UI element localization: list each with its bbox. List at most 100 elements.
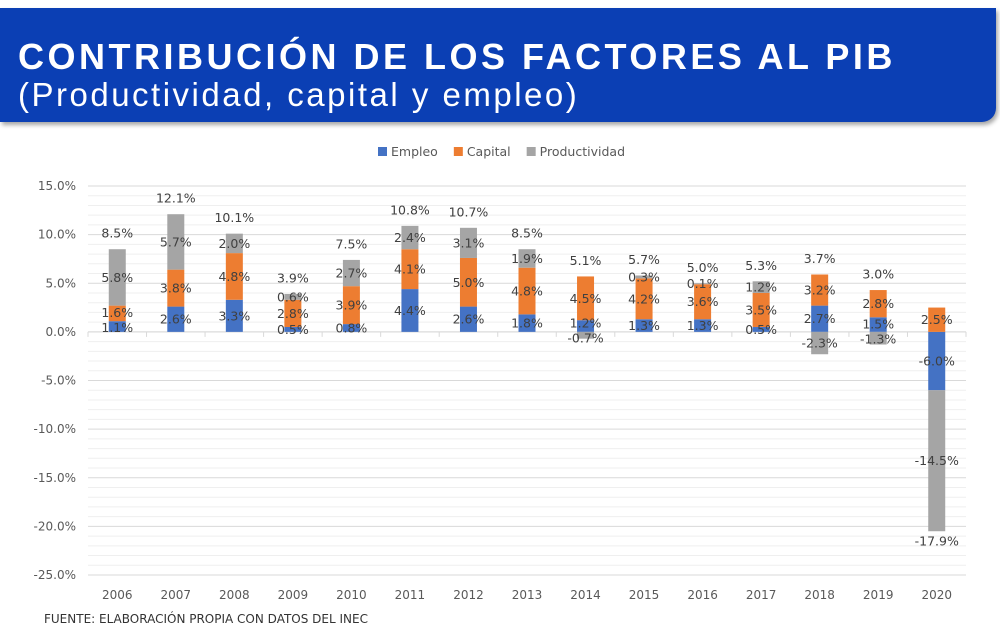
x-tick-label: 2019 — [863, 588, 894, 602]
bar-productividad-2017 — [752, 281, 770, 293]
data-label: 2.6% — [453, 312, 485, 327]
total-label: 12.1% — [156, 191, 196, 206]
data-label: 2.0% — [218, 236, 250, 251]
source-note: FUENTE: ELABORACIÓN PROPIA CON DATOS DEL… — [44, 612, 368, 626]
legend-swatch-productividad — [526, 147, 536, 156]
y-tick-label: -20.0% — [34, 519, 76, 533]
data-label: 1.6% — [101, 305, 133, 320]
data-label: 2.7% — [804, 311, 836, 326]
data-label: 0.6% — [277, 289, 309, 304]
bar-empleo-2018 — [811, 305, 829, 332]
data-label: 1.8% — [511, 316, 543, 331]
bar-capital-2013 — [518, 267, 536, 315]
data-label: 2.5% — [921, 312, 953, 327]
data-label: 4.4% — [394, 303, 426, 318]
bar-capital-2018 — [811, 274, 829, 306]
bar-empleo-2016 — [694, 319, 712, 332]
y-tick-label: -25.0% — [34, 568, 76, 582]
total-label: -17.9% — [915, 534, 959, 549]
bar-empleo-2006 — [108, 321, 126, 332]
data-label: 0.3% — [628, 269, 660, 284]
legend-label: Empleo — [391, 144, 438, 159]
data-label: -1.3% — [860, 331, 896, 346]
data-label: 3.6% — [687, 294, 719, 309]
x-tick-label: 2007 — [161, 588, 192, 602]
data-label: 2.6% — [160, 312, 192, 327]
y-tick-label: 15.0% — [38, 179, 76, 193]
data-label: 2.8% — [277, 306, 309, 321]
bar-capital-2019 — [869, 290, 887, 318]
bar-productividad-2008 — [225, 233, 243, 254]
data-label: -14.5% — [915, 453, 959, 468]
bar-capital-2016 — [694, 284, 712, 320]
data-label: 0.5% — [277, 322, 309, 337]
bar-empleo-2015 — [635, 319, 653, 332]
bar-productividad-2006 — [108, 249, 126, 306]
data-label: 5.0% — [453, 275, 485, 290]
legend-swatch-capital — [453, 147, 463, 156]
bar-productividad-2012 — [459, 227, 477, 258]
x-tick-label: 2010 — [336, 588, 367, 602]
total-label: 3.0% — [862, 267, 894, 282]
bar-empleo-2019 — [869, 317, 887, 332]
x-tick-label: 2011 — [395, 588, 426, 602]
x-tick-label: 2008 — [219, 588, 250, 602]
data-label: 1.2% — [745, 280, 777, 295]
total-label: 8.5% — [101, 226, 133, 241]
total-label: 3.9% — [277, 270, 309, 285]
y-tick-label: -10.0% — [34, 422, 76, 436]
bar-empleo-2012 — [459, 306, 477, 332]
data-label: 4.8% — [511, 284, 543, 299]
x-tick-label: 2009 — [278, 588, 309, 602]
x-tick-label: 2015 — [629, 588, 660, 602]
bar-empleo-2010 — [342, 324, 360, 332]
data-label: 4.8% — [218, 269, 250, 284]
page-title: CONTRIBUCIÓN DE LOS FACTORES AL PIB — [18, 36, 896, 77]
data-label: 0.8% — [336, 320, 368, 335]
data-label: 2.7% — [336, 266, 368, 281]
bar-empleo-2020 — [928, 331, 946, 391]
data-label: 2.4% — [394, 230, 426, 245]
total-label: 5.0% — [687, 260, 719, 275]
bar-capital-2020 — [928, 307, 946, 332]
total-label: 8.5% — [511, 226, 543, 241]
data-label: 2.8% — [862, 296, 894, 311]
data-label: 3.1% — [453, 235, 485, 250]
x-tick-label: 2013 — [512, 588, 543, 602]
bar-capital-2012 — [459, 257, 477, 307]
bar-productividad-2007 — [167, 214, 185, 270]
y-tick-label: 5.0% — [46, 276, 77, 290]
bar-capital-2010 — [342, 286, 360, 325]
bar-empleo-2008 — [225, 299, 243, 332]
total-label: 5.7% — [628, 252, 660, 267]
y-tick-label: -5.0% — [41, 374, 76, 388]
y-tick-label: 0.0% — [46, 325, 77, 339]
x-tick-label: 2016 — [687, 588, 718, 602]
data-label: 1.1% — [101, 320, 133, 335]
data-label: 3.9% — [336, 298, 368, 313]
bar-productividad-2018 — [811, 331, 829, 355]
y-tick-label: 10.0% — [38, 228, 76, 242]
data-label: -2.3% — [802, 336, 838, 351]
data-label: 4.5% — [570, 291, 602, 306]
data-label: 0.5% — [745, 322, 777, 337]
total-label: 3.7% — [804, 251, 836, 266]
x-tick-label: 2018 — [804, 588, 835, 602]
data-label: 5.8% — [101, 270, 133, 285]
bar-empleo-2014 — [577, 320, 595, 332]
data-label: 1.2% — [570, 316, 602, 331]
data-label: 1.5% — [862, 316, 894, 331]
bar-capital-2015 — [635, 278, 653, 320]
data-label: 4.1% — [394, 262, 426, 277]
x-tick-label: 2012 — [453, 588, 484, 602]
bar-productividad-2011 — [401, 225, 419, 250]
bar-productividad-2015 — [635, 275, 653, 279]
total-label: 7.5% — [336, 236, 368, 251]
bar-productividad-2010 — [342, 259, 360, 287]
data-label: 1.3% — [687, 318, 719, 333]
total-label: 5.3% — [745, 258, 777, 273]
legend-label: Productividad — [540, 144, 625, 159]
bar-capital-2006 — [108, 305, 126, 322]
bar-productividad-2016 — [694, 283, 712, 285]
